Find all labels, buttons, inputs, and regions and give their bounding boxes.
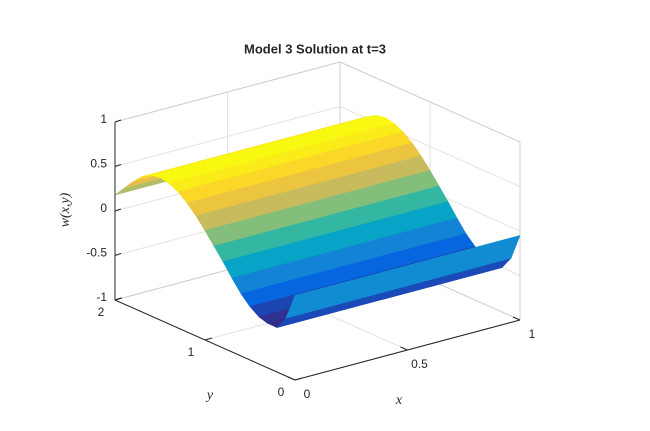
x-tick (512, 316, 521, 321)
y-tick-label: 0 (278, 385, 285, 399)
z-tick-label: -0.5 (86, 246, 107, 260)
box-edge (114, 61, 341, 123)
x-tick-label: 0 (304, 387, 311, 401)
y-tick-label: 1 (188, 345, 195, 359)
x-tick (400, 346, 408, 351)
x-axis-label: x (395, 393, 403, 408)
z-tick (114, 253, 122, 256)
box-edge (339, 61, 521, 143)
z-tick (114, 208, 122, 212)
z-tick (114, 164, 122, 167)
x-tick (287, 376, 296, 381)
chart-title: Model 3 Solution at t=3 (244, 41, 386, 56)
z-tick-label: 0 (100, 201, 107, 215)
x-tick-label: 0.5 (411, 357, 428, 371)
z-tick-label: -1 (96, 290, 107, 304)
y-tick-label: 2 (98, 305, 105, 319)
x-tick-label: 1 (529, 327, 536, 341)
y-tick (204, 337, 213, 341)
z-tick (114, 119, 122, 123)
z-axis-label: w(x,y) (58, 192, 73, 227)
z-tick-label: 1 (100, 112, 107, 126)
surface-patch (285, 235, 521, 319)
y-tick (294, 377, 303, 381)
y-tick (114, 297, 123, 301)
y-axis-label: y (205, 388, 214, 403)
z-tick-label: 0.5 (90, 157, 107, 171)
